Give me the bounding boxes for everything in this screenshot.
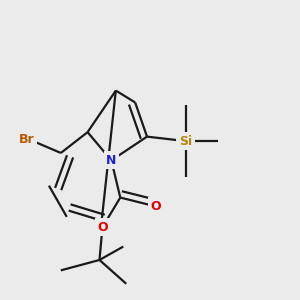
Text: O: O <box>151 200 161 213</box>
Text: O: O <box>97 221 108 234</box>
Text: N: N <box>106 154 116 167</box>
Text: Br: Br <box>19 133 34 146</box>
Text: Si: Si <box>179 135 192 148</box>
